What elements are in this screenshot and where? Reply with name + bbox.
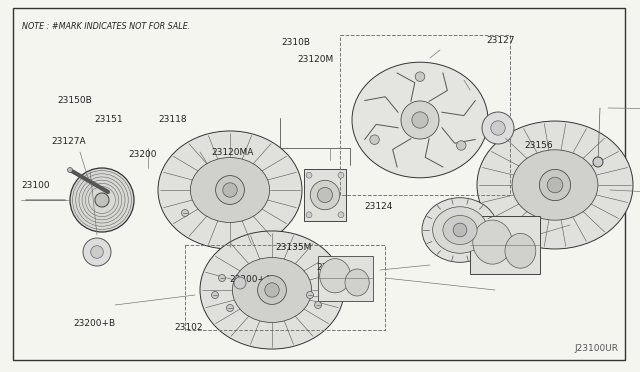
FancyBboxPatch shape	[304, 169, 346, 221]
Ellipse shape	[477, 121, 633, 249]
Ellipse shape	[191, 157, 269, 222]
Ellipse shape	[422, 198, 498, 262]
Circle shape	[234, 277, 246, 289]
Text: 23150B: 23150B	[58, 96, 92, 105]
FancyBboxPatch shape	[317, 256, 372, 301]
Text: 23135M: 23135M	[275, 243, 312, 252]
Circle shape	[540, 169, 571, 201]
Ellipse shape	[433, 207, 488, 253]
Text: 23127: 23127	[486, 36, 515, 45]
Circle shape	[223, 183, 237, 197]
Text: 23118: 23118	[159, 115, 188, 124]
Circle shape	[265, 283, 279, 297]
Circle shape	[307, 292, 314, 298]
Circle shape	[218, 275, 225, 282]
Ellipse shape	[345, 269, 369, 296]
Circle shape	[216, 176, 244, 204]
Text: 23200+A: 23200+A	[229, 275, 271, 283]
Circle shape	[83, 238, 111, 266]
Ellipse shape	[232, 257, 312, 323]
Text: 2310B: 2310B	[282, 38, 310, 47]
Circle shape	[415, 72, 425, 81]
Circle shape	[491, 121, 505, 135]
Text: 23120M: 23120M	[297, 55, 333, 64]
Text: 23120MA: 23120MA	[211, 148, 253, 157]
Text: 23215: 23215	[317, 263, 346, 272]
Circle shape	[314, 301, 321, 308]
Circle shape	[91, 246, 103, 258]
Ellipse shape	[70, 168, 134, 232]
Circle shape	[317, 187, 333, 203]
Text: J23100UR: J23100UR	[574, 344, 618, 353]
Text: 23156: 23156	[525, 141, 554, 150]
Ellipse shape	[200, 231, 344, 349]
Circle shape	[547, 177, 563, 193]
Circle shape	[338, 172, 344, 178]
Circle shape	[182, 209, 189, 217]
Text: 23127A: 23127A	[51, 137, 86, 146]
Text: 23151: 23151	[95, 115, 124, 124]
Text: 23200: 23200	[128, 150, 157, 159]
Circle shape	[95, 193, 109, 207]
Ellipse shape	[158, 131, 302, 249]
Circle shape	[401, 101, 439, 139]
Circle shape	[338, 212, 344, 218]
Ellipse shape	[512, 150, 598, 220]
Text: 23200+B: 23200+B	[74, 319, 116, 328]
Circle shape	[306, 212, 312, 218]
Circle shape	[258, 276, 287, 304]
Text: 23124: 23124	[365, 202, 393, 211]
Circle shape	[227, 305, 234, 311]
Circle shape	[593, 157, 603, 167]
Circle shape	[67, 167, 72, 173]
Text: 23102: 23102	[174, 323, 203, 332]
Ellipse shape	[443, 215, 477, 244]
Circle shape	[310, 180, 340, 210]
Circle shape	[412, 112, 428, 128]
Circle shape	[453, 223, 467, 237]
Ellipse shape	[505, 233, 536, 268]
Ellipse shape	[320, 259, 351, 293]
Text: NOTE : #MARK INDICATES NOT FOR SALE.: NOTE : #MARK INDICATES NOT FOR SALE.	[22, 22, 190, 31]
Ellipse shape	[352, 62, 488, 178]
Circle shape	[211, 292, 218, 298]
Circle shape	[306, 172, 312, 178]
FancyBboxPatch shape	[470, 216, 540, 274]
Circle shape	[456, 141, 466, 150]
Text: 23100: 23100	[21, 182, 50, 190]
Circle shape	[482, 112, 514, 144]
Circle shape	[370, 135, 380, 144]
Ellipse shape	[473, 220, 512, 264]
